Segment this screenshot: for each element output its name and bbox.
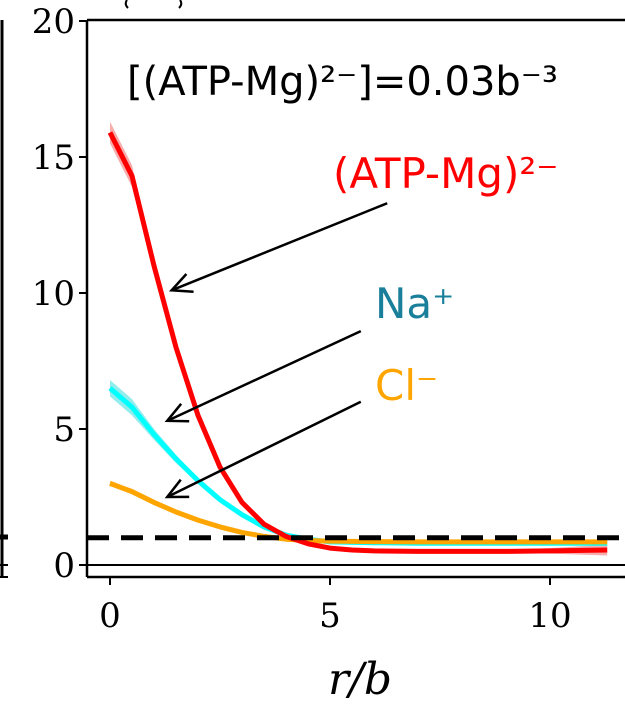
annotation-arrow-2 [166, 400, 362, 499]
annotation-arrowhead-1 [164, 403, 190, 423]
panel-letter-fragment-2 [178, 0, 183, 9]
annotation-label-1: Na⁺ [375, 279, 454, 328]
x-tick-label-0: 0 [99, 596, 121, 636]
panel-letter-fragment [124, 0, 129, 9]
concentration-label: [(ATP-Mg)²⁻]=0.03b⁻³ [127, 59, 558, 105]
annotation-arrow-0 [171, 202, 388, 292]
series-line-2 [109, 481, 608, 545]
x-tick-label-5: 5 [319, 596, 341, 636]
series-band-1 [110, 380, 608, 545]
y-tick-label-15: 15 [32, 138, 75, 178]
plot-area [87, 121, 625, 566]
y-tick-label-0: 0 [53, 546, 75, 586]
annotation-label-0: (ATP-Mg)²⁻ [333, 149, 558, 198]
axes: 0 5 10 15 20 0 5 10 [32, 2, 625, 636]
series-group [87, 121, 625, 566]
annotations: (ATP-Mg)²⁻ Na⁺ Cl⁻ [164, 149, 558, 499]
annotation-arrowhead-2 [164, 478, 190, 499]
y-tick-label-10: 10 [32, 274, 75, 314]
annotation-label-2: Cl⁻ [375, 361, 438, 410]
annotation-arrowhead-0 [168, 273, 194, 293]
annotation-arrow-1 [166, 329, 362, 422]
x-axis-label: r/b [328, 654, 392, 705]
y-tick-label-20: 20 [32, 2, 75, 42]
y-tick-label-5: 5 [53, 410, 75, 450]
series-band-2 [110, 480, 608, 544]
x-tick-label-10: 10 [528, 596, 571, 636]
